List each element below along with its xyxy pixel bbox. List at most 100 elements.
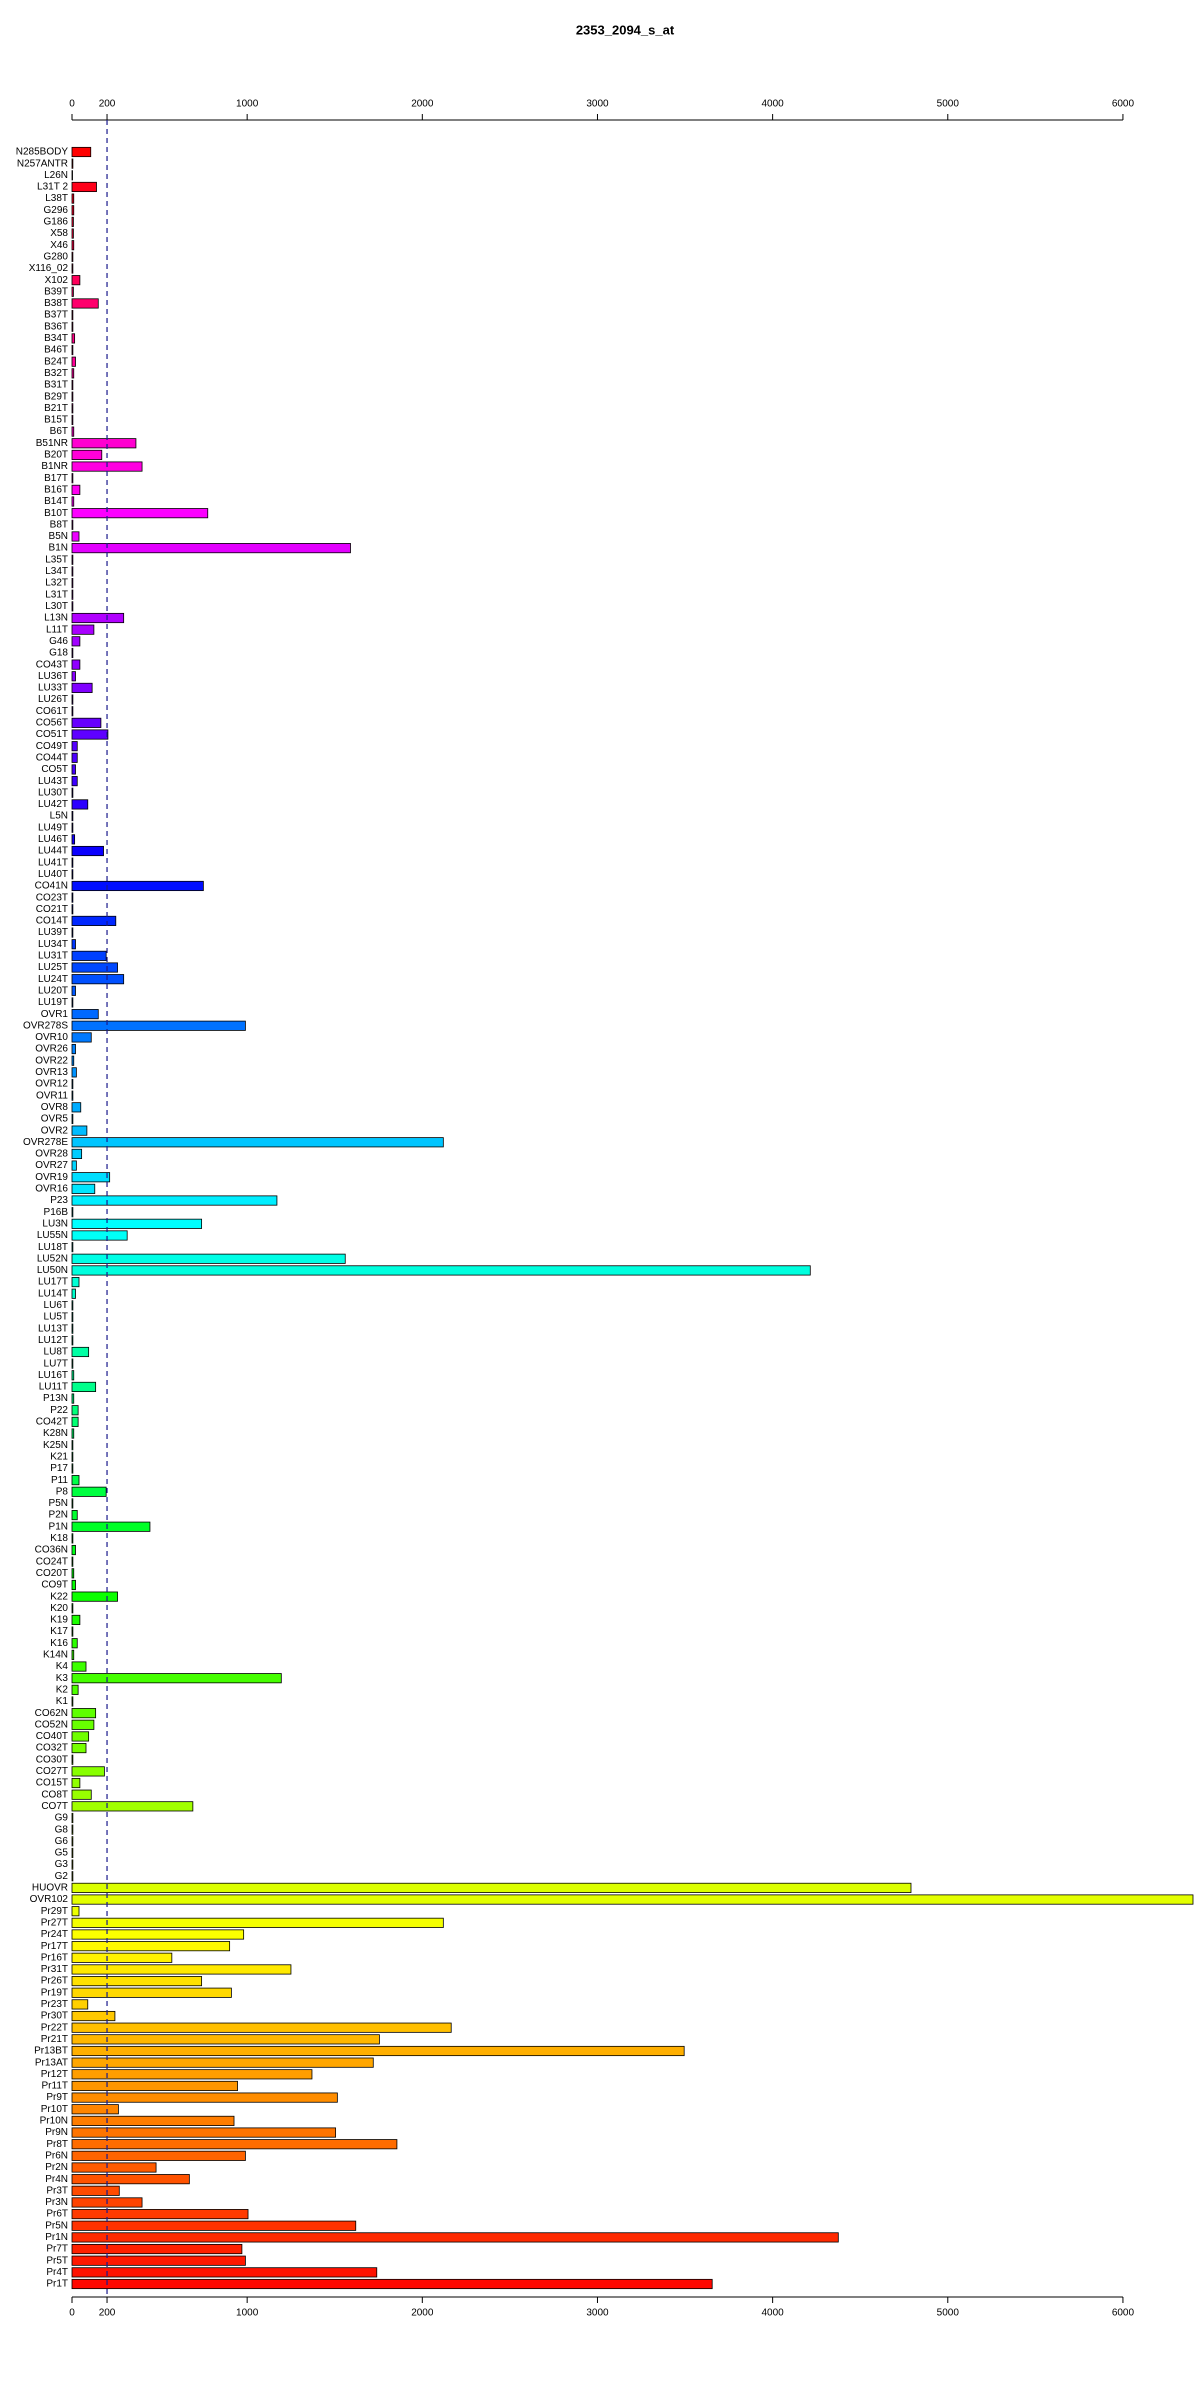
bar	[71, 1812, 74, 1824]
y-tick-label: LU17T	[38, 1277, 68, 1288]
bar	[71, 694, 74, 705]
bar	[71, 2232, 839, 2243]
y-tick-label: Pr5T	[46, 2255, 68, 2266]
bar	[71, 1113, 74, 1125]
bar	[71, 729, 109, 740]
y-tick-label: LU7T	[44, 1358, 68, 1369]
y-tick-label: CO43T	[36, 659, 68, 670]
bar	[71, 671, 76, 682]
bar	[71, 1463, 74, 1474]
bar	[71, 449, 103, 460]
x-tick-label: 5000	[937, 2308, 960, 2319]
bar	[71, 1579, 76, 1591]
y-tick-label: G9	[55, 1813, 69, 1824]
y-tick-label: LU3N	[42, 1218, 68, 1229]
bar	[71, 1521, 151, 1532]
y-tick-label: CO5T	[41, 764, 68, 775]
y-tick-label: OVR13	[35, 1067, 68, 1078]
y-tick-label: K28N	[43, 1428, 68, 1439]
y-tick-label: Pr8T	[46, 2139, 68, 2150]
y-tick-label: K3	[56, 1673, 69, 1684]
y-tick-label: K22	[50, 1591, 68, 1602]
bar	[71, 2115, 235, 2126]
y-tick-label: B46T	[44, 345, 68, 356]
bar	[71, 426, 75, 437]
y-tick-label: LU24T	[38, 974, 68, 985]
bar	[71, 2185, 120, 2196]
bar	[71, 1894, 1194, 1905]
y-tick-label: K16	[50, 1638, 68, 1649]
bar	[71, 1393, 75, 1404]
y-tick-label: Pr30T	[41, 2011, 68, 2022]
bar	[71, 508, 209, 519]
y-tick-label: LU5T	[44, 1312, 68, 1323]
bar	[71, 1661, 87, 1672]
bar	[71, 2034, 380, 2045]
bar	[71, 2022, 452, 2033]
bar	[71, 811, 74, 822]
y-tick-label: K1	[56, 1696, 69, 1707]
y-tick-label: LU26T	[38, 694, 68, 705]
y-tick-label: LU19T	[38, 997, 68, 1008]
y-tick-label: Pr7T	[46, 2244, 68, 2255]
y-tick-label: B24T	[44, 356, 68, 367]
bar	[71, 2267, 378, 2278]
y-tick-label: LU46T	[38, 834, 68, 845]
y-tick-label: Pr16T	[41, 1952, 68, 1963]
bar	[71, 1649, 75, 1660]
bar	[71, 578, 74, 589]
bar	[71, 2127, 337, 2138]
x-tick-label: 5000	[937, 99, 960, 110]
y-tick-label: B14T	[44, 496, 68, 507]
x-tick-label: 0	[69, 2308, 75, 2319]
bar	[71, 1754, 74, 1765]
bar	[71, 1929, 245, 1940]
y-tick-label: B31T	[44, 380, 68, 391]
y-tick-label: P23	[50, 1195, 68, 1206]
bar	[71, 1824, 74, 1835]
bar	[71, 414, 74, 426]
bar	[71, 857, 74, 868]
bar	[71, 1638, 78, 1649]
bar	[71, 473, 74, 484]
bar	[71, 1102, 82, 1113]
bar	[71, 1207, 74, 1218]
y-tick-label: OVR16	[35, 1184, 68, 1195]
y-tick-label: LU6T	[44, 1300, 68, 1311]
y-tick-label: K19	[50, 1615, 68, 1626]
y-tick-label: Pr19T	[41, 1987, 68, 1998]
y-tick-label: K2	[56, 1684, 69, 1695]
bar	[71, 1591, 118, 1602]
y-tick-label: OVR11	[36, 1090, 68, 1101]
y-tick-label: CO32T	[36, 1743, 68, 1754]
y-tick-label: L30T	[45, 601, 68, 612]
bar	[71, 799, 89, 810]
y-tick-label: K21	[50, 1451, 68, 1462]
bar	[71, 1137, 444, 1148]
y-tick-label: LU39T	[38, 927, 68, 938]
bar	[71, 298, 99, 309]
y-tick-label: B16T	[44, 484, 68, 495]
y-tick-label: Pr4T	[46, 2267, 68, 2278]
bar	[71, 228, 74, 239]
bar	[71, 1067, 77, 1078]
bar	[71, 1265, 811, 1276]
y-tick-label: P5N	[49, 1498, 68, 1509]
x-tick-label: 4000	[762, 2308, 785, 2319]
y-tick-label: P1N	[49, 1521, 68, 1532]
x-tick-label: 2000	[411, 99, 434, 110]
bar	[71, 682, 93, 693]
bar	[71, 310, 74, 321]
bar	[71, 275, 81, 286]
y-tick-label: B34T	[44, 333, 68, 344]
bar	[71, 974, 125, 985]
bar	[71, 566, 74, 577]
y-tick-label: B20T	[44, 450, 68, 461]
y-tick-label: Pr10N	[40, 2116, 68, 2127]
y-tick-label: Pr1T	[46, 2279, 68, 2290]
bar	[71, 2174, 190, 2185]
bar	[71, 1836, 74, 1847]
y-tick-label: Pr17T	[41, 1941, 68, 1952]
y-tick-label: L32T	[45, 578, 68, 589]
